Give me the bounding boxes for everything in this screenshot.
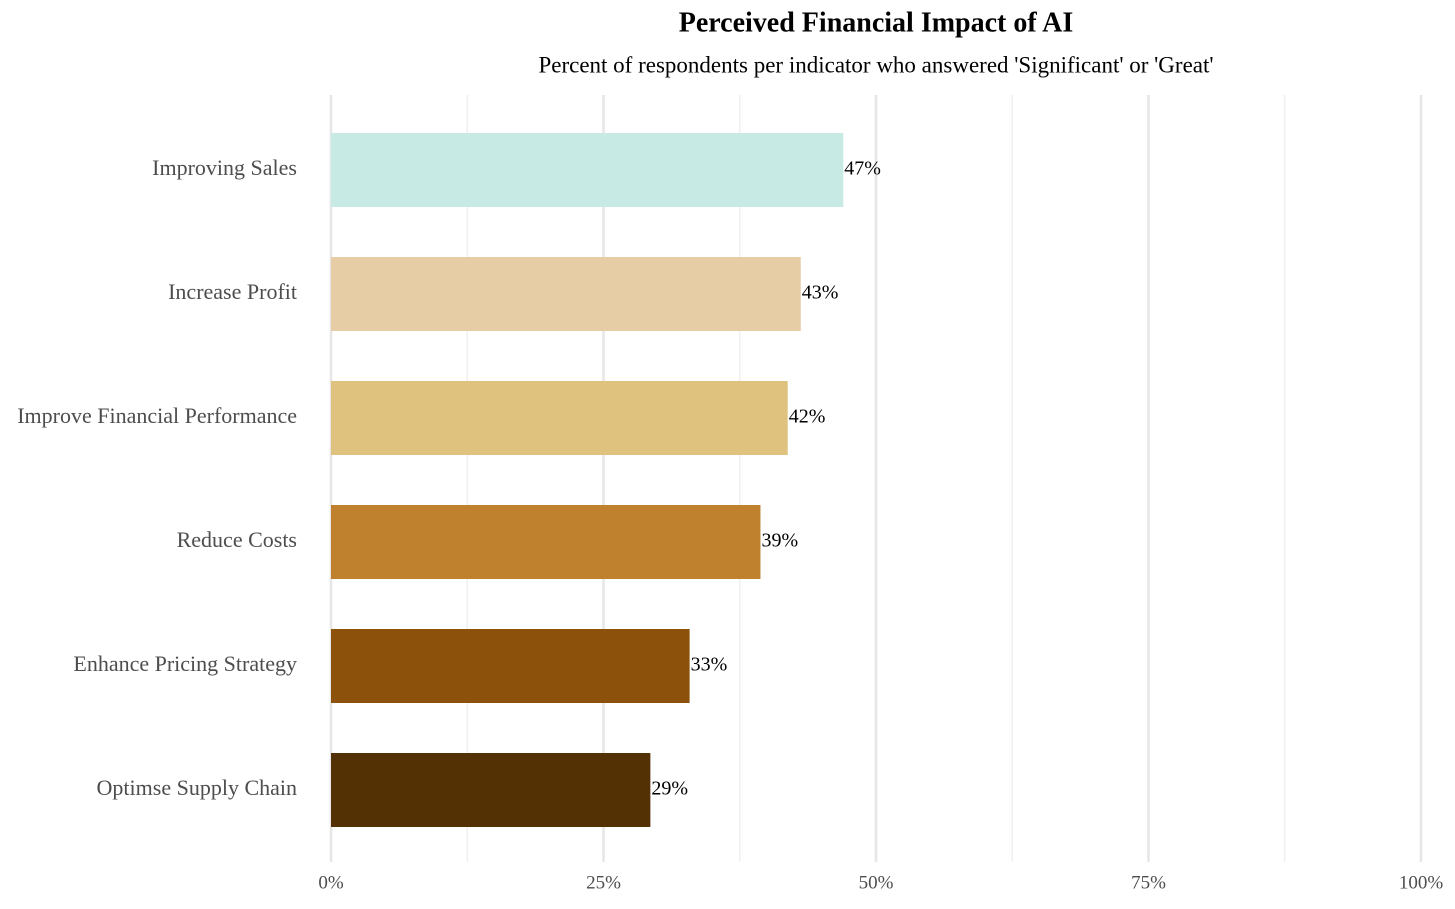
bar xyxy=(331,257,801,331)
y-tick-label: Improving Sales xyxy=(152,155,297,180)
y-tick-label: Reduce Costs xyxy=(177,527,297,552)
x-tick-label: 75% xyxy=(1131,872,1166,893)
y-tick-label: Improve Financial Performance xyxy=(17,403,297,428)
bar xyxy=(331,505,761,579)
value-label: 42% xyxy=(789,406,826,428)
bar xyxy=(331,753,651,827)
y-tick-label: Increase Profit xyxy=(168,279,297,304)
chart-subtitle: Percent of respondents per indicator who… xyxy=(538,52,1213,77)
y-tick-label: Optimse Supply Chain xyxy=(97,775,297,800)
value-label: 33% xyxy=(691,654,728,676)
value-label: 29% xyxy=(651,778,688,800)
bar xyxy=(331,629,690,703)
bar xyxy=(331,381,788,455)
value-label: 47% xyxy=(844,158,881,180)
x-tick-label: 0% xyxy=(318,872,344,893)
y-tick-label: Enhance Pricing Strategy xyxy=(73,651,297,676)
value-label: 43% xyxy=(802,282,839,304)
chart-title: Perceived Financial Impact of AI xyxy=(679,7,1074,38)
value-label: 39% xyxy=(761,530,798,552)
bar xyxy=(331,133,844,207)
x-tick-label: 100% xyxy=(1399,872,1444,893)
x-tick-label: 50% xyxy=(859,872,894,893)
x-tick-label: 25% xyxy=(586,872,621,893)
